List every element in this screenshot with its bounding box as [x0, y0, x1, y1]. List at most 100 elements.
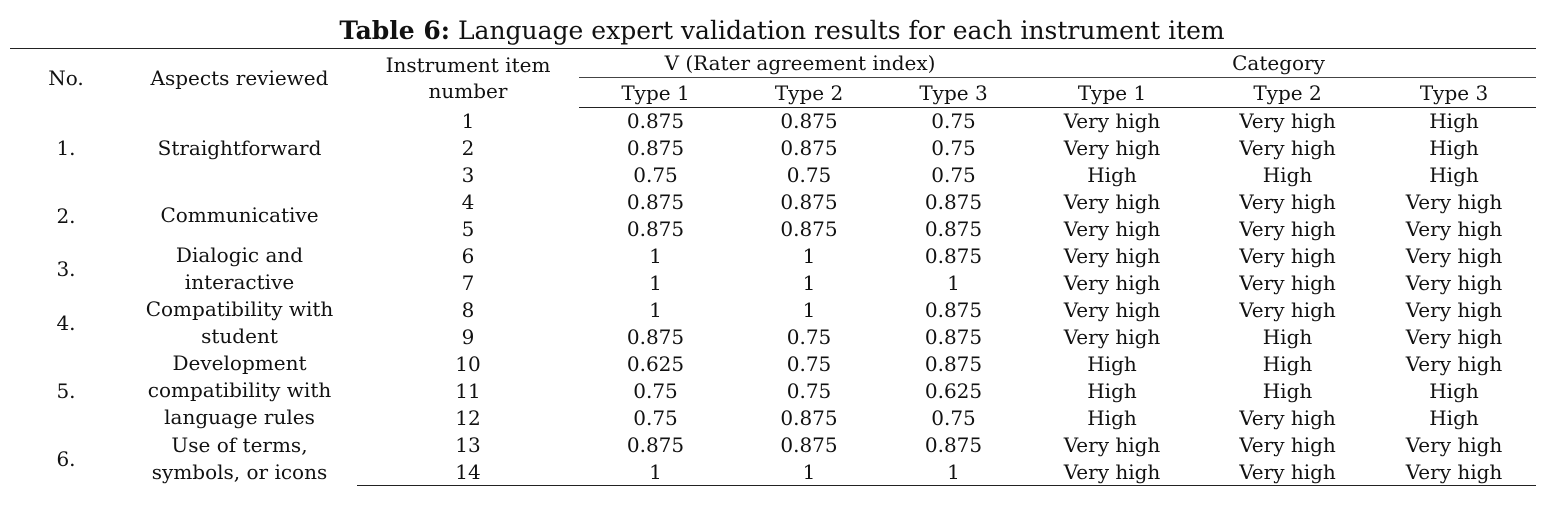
v-type1-cell: 1 [649, 243, 662, 268]
category-type3-cell: Very high [1405, 270, 1503, 295]
category-type1-cell: Very high [1063, 109, 1161, 134]
v-type2-cell: 0.875 [780, 190, 838, 215]
v-type1-cell: 1 [649, 297, 662, 322]
aspect-reviewed: Straightforward [122, 108, 357, 189]
table-row: 5. Development compatibility with language … [10, 350, 1536, 429]
group-number: 1. [56, 136, 76, 161]
category-type2-cell: Very high [1239, 136, 1336, 161]
aspect-reviewed: Compatibility with student [122, 296, 357, 350]
v-type1-cell: 0.75 [633, 163, 678, 188]
category-type3-cell: Very high [1372, 458, 1536, 487]
category-type2-cell: Very high [1239, 270, 1336, 295]
category-type1-cell: High [1087, 163, 1137, 188]
v-type2-cell: 0.875 [780, 432, 838, 457]
category-type1-cell: Very high [1063, 190, 1161, 215]
aspect-line: Compatibility with [145, 297, 334, 322]
v-type1-cell: 0.875 [626, 217, 685, 241]
category-type2-cell: Very high [1203, 458, 1372, 487]
aspect-line: language rules [164, 405, 315, 430]
v-type1-cell: 0.875 [626, 136, 685, 161]
table-row: 7 1 1 1 Very high Very high Very high [10, 269, 1536, 296]
group-number: 5. [56, 378, 76, 403]
category-type1-cell: High [1087, 351, 1137, 376]
category-type2-cell: Very high [1239, 109, 1336, 134]
v-type2-cell: 0.875 [780, 109, 838, 134]
header-category-group: Category [1021, 48, 1536, 78]
table-row: 6. Use of terms, symbols, or icons 13 0.875 0… [10, 431, 1536, 484]
header-instrument-line1: Instrument item [385, 53, 551, 78]
v-type3-cell: 0.75 [931, 136, 976, 161]
aspect-reviewed: Communicative [122, 189, 357, 243]
v-type3-cell: 0.75 [931, 405, 976, 430]
v-type2-cell: 0.875 [780, 136, 838, 161]
category-type3-cell: High [1429, 378, 1479, 403]
aspect-reviewed: Use of terms, symbols, or icons [122, 431, 357, 485]
instrument-item-number: 6 [461, 243, 475, 268]
v-type3-cell: 0.875 [924, 432, 983, 457]
v-type3-cell: 0.875 [924, 324, 983, 349]
v-type2-cell: 0.75 [786, 351, 832, 376]
header-instrument-line2: number [428, 79, 508, 104]
v-type3-cell: 0.75 [931, 109, 976, 134]
v-type3-cell: 1 [947, 270, 960, 295]
v-type3-cell: 0.875 [924, 351, 983, 376]
category-type2-cell: Very high [1239, 190, 1336, 215]
instrument-item-number: 4 [461, 190, 475, 215]
v-type3-cell: 1 [886, 458, 1021, 487]
caption-label: Table 6: [339, 16, 450, 45]
header-instrument-item: Instrument item number [357, 48, 579, 108]
category-type2-cell: Very high [1239, 405, 1336, 430]
v-type2-cell: 0.875 [780, 405, 838, 430]
category-type3-cell: Very high [1405, 243, 1503, 268]
category-type3-cell: High [1429, 109, 1479, 134]
instrument-item-number: 8 [461, 297, 475, 322]
aspect-reviewed: Dialogic and interactive [122, 242, 357, 296]
category-type3-cell: Very high [1405, 324, 1503, 349]
category-type2-cell: High [1262, 324, 1313, 349]
v-type1-cell: 0.75 [633, 405, 678, 430]
v-type1-cell: 0.75 [633, 378, 678, 403]
v-type1-cell: 0.875 [626, 324, 685, 349]
category-type2-cell: High [1262, 378, 1313, 403]
v-type3-cell: 0.625 [924, 378, 983, 403]
category-type3-cell: Very high [1405, 190, 1503, 215]
instrument-item-number: 5 [461, 217, 475, 241]
aspect-line: symbols, or icons [151, 459, 328, 484]
table-row: 12 0.75 0.875 0.75 High Very high High [10, 404, 1536, 431]
header-aspects: Aspects reviewed [122, 48, 357, 108]
category-type3-cell: High [1429, 163, 1479, 188]
category-type1-cell: Very high [1063, 297, 1161, 322]
category-type2-cell: Very high [1239, 297, 1336, 322]
aspect-line: Use of terms, [171, 432, 308, 457]
category-type3-cell: Very high [1405, 432, 1503, 457]
table-row: 3 0.75 0.75 0.75 High High High [10, 162, 1536, 189]
table-row: 9 0.875 0.75 0.875 Very high High Very high [10, 323, 1536, 350]
aspect-line: compatibility with [147, 378, 332, 403]
v-type3-cell: 0.75 [931, 163, 976, 188]
category-type3-cell: Very high [1405, 217, 1503, 241]
instrument-item-number: 10 [455, 351, 481, 376]
category-type3-cell: Very high [1405, 297, 1503, 322]
table-body: 1. Straightforward 1 0.875 0.875 0.75 Very hig… [10, 108, 1536, 487]
category-type3-cell: Very high [1405, 351, 1503, 376]
table-row: 2 0.875 0.875 0.75 Very high Very high High [10, 135, 1536, 162]
category-type3-cell: High [1429, 405, 1479, 430]
instrument-item-number: 7 [461, 270, 475, 295]
instrument-item-number: 2 [461, 136, 475, 161]
group-number: 6. [56, 446, 76, 471]
category-type2-cell: Very high [1239, 432, 1336, 457]
category-type2-cell: High [1262, 163, 1313, 188]
v-type2-cell: 0.75 [786, 324, 832, 349]
v-type1-cell: 0.875 [626, 432, 685, 457]
instrument-item-number: 14 [357, 458, 579, 487]
category-type1-cell: High [1087, 405, 1137, 430]
header-v-group: V (Rater agreement index) [579, 48, 1021, 78]
v-type1-cell: 0.625 [626, 351, 685, 376]
header-v-type2: Type 2 [732, 77, 886, 108]
instrument-item-number: 3 [461, 163, 475, 188]
header-v-type1: Type 1 [579, 77, 732, 108]
instrument-item-number: 9 [461, 324, 475, 349]
aspect-line: Development [172, 351, 307, 376]
v-type2-cell: 1 [732, 458, 886, 487]
